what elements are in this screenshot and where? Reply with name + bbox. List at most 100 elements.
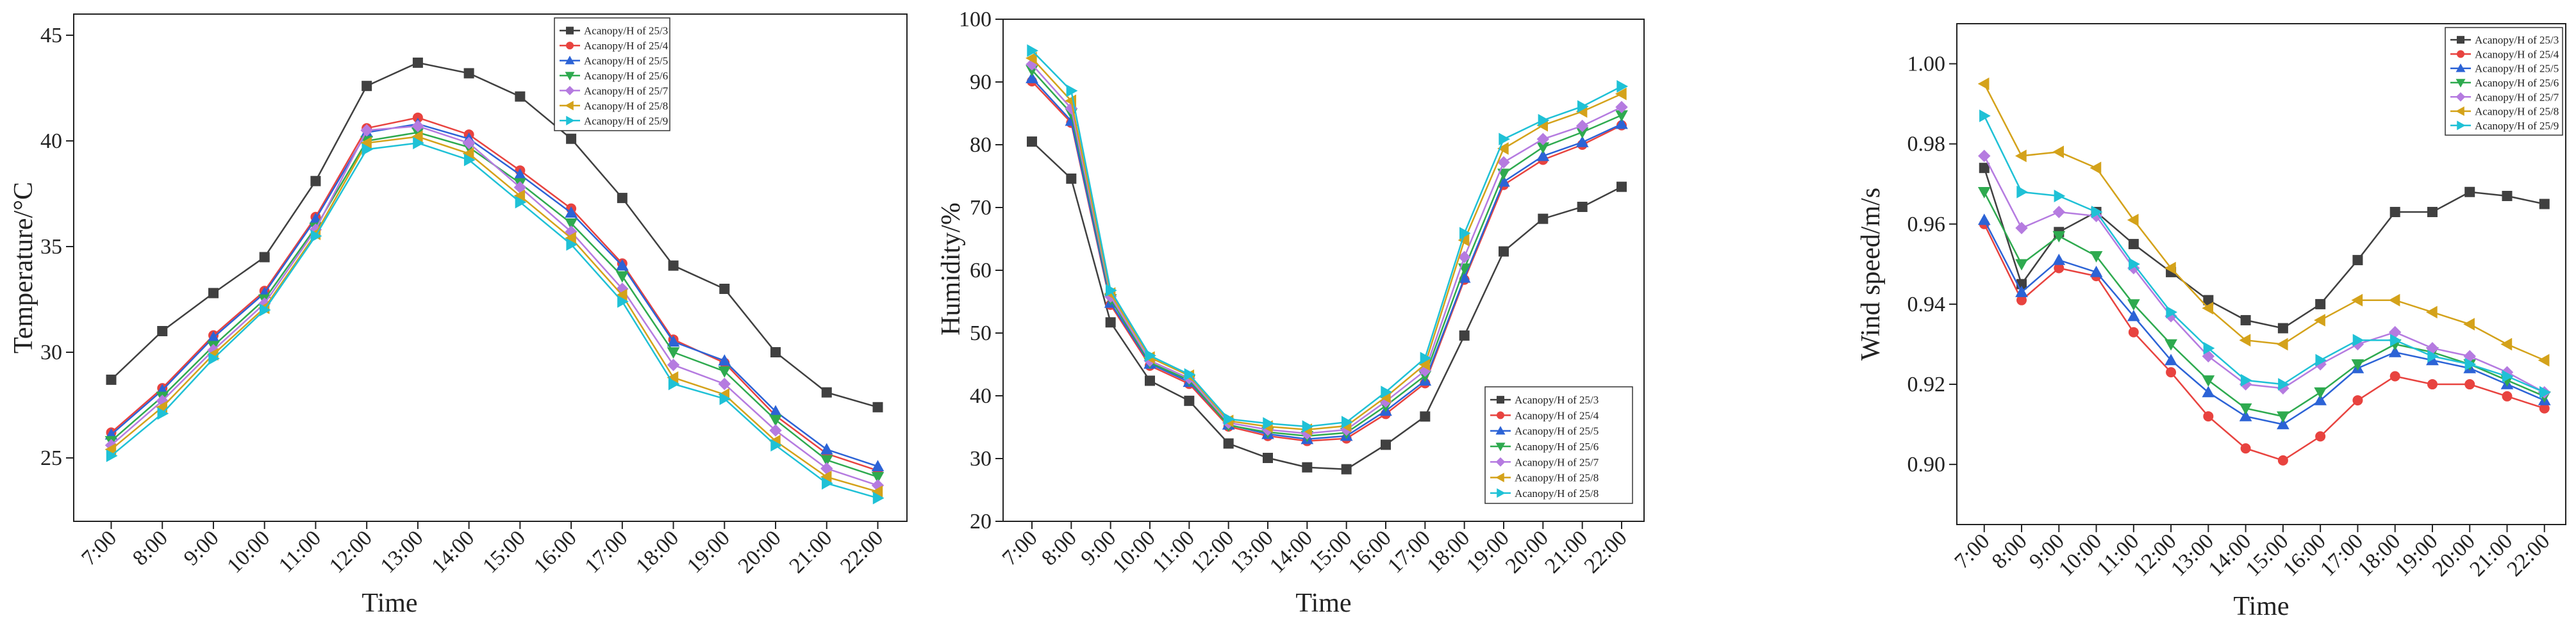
temperature-data-point [566,238,578,251]
humidity-legend: Acanopy/H of 25/3 Acanopy/H of 25/4 Acanop… [1484,386,1633,504]
temperature-data-point [668,260,679,271]
wind-speed-data-point [2165,339,2177,351]
humidity-series-5 [1026,58,1628,440]
wind-speed-data-point [2202,386,2215,398]
wind-speed-data-point [2203,411,2214,422]
wind-speed-data-point [1979,163,1990,174]
wind-speed-legend: Acanopy/H of 25/3 Acanopy/H of 25/4 Acanop… [2445,27,2563,136]
humidity-data-point [1575,136,1589,147]
humidity-data-point [1577,100,1589,113]
humidity-legend-marker [1497,411,1504,419]
temperature-legend-label: Acanopy/H of 25/5 [584,55,668,67]
humidity-y-axis-title: Humidity/% [936,202,966,336]
temperature-data-point [615,259,629,271]
temperature-data-point [515,91,526,102]
humidity-data-point [1223,412,1235,426]
wind-speed-data-point [2388,345,2402,357]
wind-speed-y-tick-label: 0.96 [1907,213,1946,236]
humidity-legend-box [1484,386,1633,504]
temperature-data-point [260,304,271,316]
humidity-legend-label: Acanopy/H of 25/7 [1515,456,1599,468]
temperature-legend-label: Acanopy/H of 25/8 [584,100,668,112]
humidity-legend-label: Acanopy/H of 25/8 [1515,487,1599,500]
humidity-data-point [1615,87,1627,101]
humidity-series-line [1031,69,1622,437]
humidity-legend-label: Acanopy/H of 25/5 [1515,425,1599,437]
humidity-data-point [1577,202,1588,213]
wind-speed-data-point [2425,305,2438,319]
humidity-data-point [1105,284,1117,297]
humidity-legend-marker [1497,488,1506,498]
humidity-legend-label: Acanopy/H of 25/6 [1515,441,1599,453]
humidity-legend-marker [1495,473,1504,483]
wind-speed-data-point [2463,318,2475,331]
humidity-series-line [1031,50,1622,428]
wind-speed-data-point [2128,327,2139,338]
wind-speed-data-point [1979,110,1991,122]
wind-speed-x-axis-title: Time [2233,592,2289,621]
temperature-data-point [413,136,424,150]
wind-speed-legend-label: Acanopy/H of 25/8 [2475,106,2559,118]
wind-speed-data-point [2240,443,2251,454]
wind-speed-y-tick-label: 0.92 [1907,373,1946,396]
wind-speed-legend-marker [2456,79,2466,88]
humidity-data-point [1420,352,1432,365]
wind-speed-data-point [2351,359,2364,371]
humidity-data-point [1420,411,1431,422]
temperature-data-point [310,229,322,243]
wind-speed-legend-marker [2456,106,2464,117]
wind-speed-y-tick-label: 0.98 [1907,133,1946,156]
wind-speed-legend-label: Acanopy/H of 25/6 [2475,77,2559,89]
wind-speed-data-point [2052,231,2066,243]
temperature-data-point [871,460,885,471]
humidity-series-1 [1027,136,1627,475]
temperature-data-point [667,359,680,371]
temperature-data-point [821,387,832,398]
humidity-data-point [1066,173,1077,184]
humidity-y-tick-label: 60 [970,259,992,282]
temperature-y-tick-label: 35 [40,235,62,259]
wind-speed-series-line [1983,224,2545,462]
wind-speed-y-axis-title: Wind speed/m/s [1856,188,1886,361]
wind-speed-series-7 [1979,110,2551,399]
wind-speed-data-point [2240,373,2252,387]
wind-speed-data-point [2239,403,2252,415]
wind-speed-series-6 [1977,77,2550,367]
humidity-series-line [1031,77,1622,440]
wind-speed-data-point [2389,334,2402,347]
temperature-data-point [463,68,474,79]
temperature-legend-marker [566,115,575,126]
temperature-legend-marker [565,72,575,81]
humidity-y-tick-label: 50 [970,322,992,345]
temperature-data-point [515,195,527,209]
wind-speed-data-point [2351,293,2363,307]
wind-speed-data-point [2239,334,2251,347]
wind-speed-data-point [2464,186,2475,197]
wind-speed-data-point [2314,387,2327,399]
wind-speed-data-point [2239,410,2252,421]
temperature-series-7 [106,136,885,505]
humidity-data-point [1499,246,1509,257]
humidity-data-point [1066,84,1078,97]
temperature-data-point [719,284,730,294]
wind-speed-series-line [1983,83,2545,361]
temperature-data-point [718,377,731,391]
temperature-data-point [565,206,578,218]
temperature-data-point [310,175,321,186]
temperature-data-point [617,295,629,308]
humidity-data-point [1263,417,1275,430]
wind-speed-data-point [2427,350,2439,363]
wind-speed-data-point [2015,222,2028,234]
wind-speed-data-point [2539,386,2551,399]
humidity-y-ticks: 20 30 40 50 60 70 80 90 100 [959,8,1003,533]
humidity-data-point [1615,117,1628,129]
wind-speed-data-point [2315,298,2326,309]
humidity-legend-marker [1495,443,1506,452]
temperature-data-point [871,472,885,484]
wind-speed-data-point [2352,255,2363,266]
temperature-data-point [411,120,424,133]
wind-speed-legend-label: Acanopy/H of 25/7 [2475,91,2559,103]
humidity-data-point [1263,453,1273,464]
wind-speed-data-point [2315,431,2326,442]
